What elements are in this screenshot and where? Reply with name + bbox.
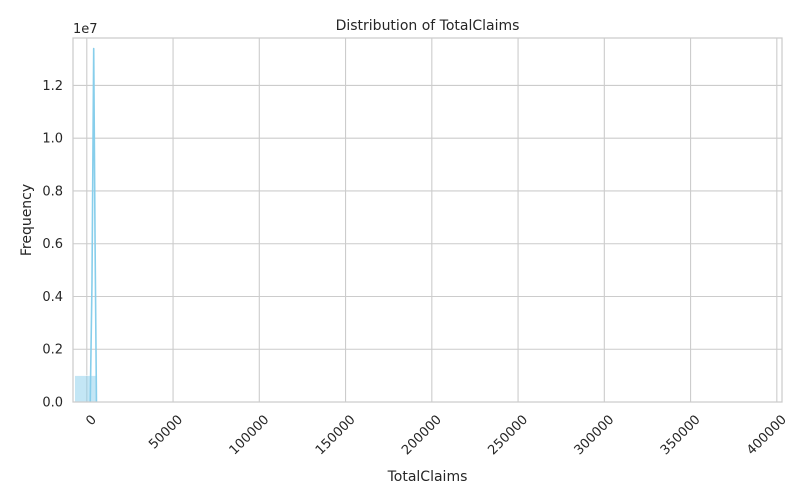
plot-frame [72, 37, 783, 403]
chart-title: Distribution of TotalClaims [336, 18, 520, 34]
y-tick-label: 0.8 [42, 184, 63, 199]
y-offset-label: 1e7 [73, 22, 98, 37]
y-tick-label: 1.0 [42, 132, 63, 147]
y-tick-label: 0.0 [42, 396, 63, 411]
y-tick-label: 0.2 [42, 343, 63, 358]
x-axis-label: TotalClaims [387, 469, 468, 485]
y-axis-label: Frequency [19, 184, 35, 256]
y-tick-label: 0.4 [42, 290, 63, 305]
kde-line [89, 47, 98, 403]
y-tick-label: 0.6 [42, 237, 63, 252]
y-tick-label: 1.2 [42, 79, 63, 94]
y-tick-labels: 0.0 0.2 0.4 0.6 0.8 1.0 1.2 [42, 79, 63, 411]
histogram-bars [74, 375, 98, 403]
kde-curve [89, 47, 98, 403]
histogram-bar [74, 375, 98, 403]
